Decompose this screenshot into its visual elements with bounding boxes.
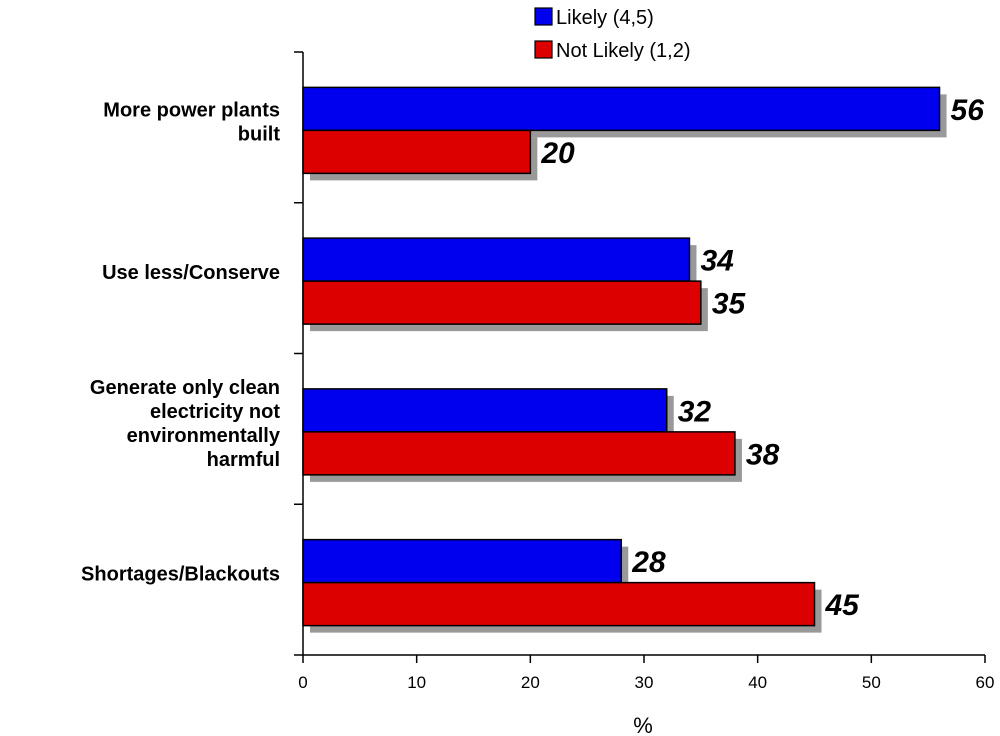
bar-not-likely xyxy=(302,129,532,175)
bar-likely xyxy=(302,237,691,282)
category-label: Use less/Conserve xyxy=(102,262,280,284)
data-label: 35 xyxy=(712,288,747,321)
bar-not-likely xyxy=(302,431,736,476)
x-tick-label: 20 xyxy=(521,673,540,692)
category-label: Shortages/Blackouts xyxy=(81,564,280,586)
legend-entry: Not Likely (1,2) xyxy=(556,40,691,62)
bars: 56 20 34 35 32 38 28 45 xyxy=(302,86,985,633)
x-tick-label: 40 xyxy=(748,673,767,692)
bar-not-likely xyxy=(302,280,702,325)
legend-swatch xyxy=(534,40,553,59)
bar-likely xyxy=(302,538,623,584)
data-label: 38 xyxy=(746,438,780,471)
data-label: 56 xyxy=(951,94,985,127)
category-label: Generate only clean electricity not enviro… xyxy=(90,377,281,471)
x-tick-label: 60 xyxy=(976,673,995,692)
data-label: 20 xyxy=(540,137,575,170)
bar-likely xyxy=(302,388,668,433)
data-label: 28 xyxy=(631,546,666,579)
data-label: 45 xyxy=(825,589,861,622)
x-axis-label: % xyxy=(633,713,653,736)
data-label: 32 xyxy=(678,395,712,428)
x-tick-label: 0 xyxy=(298,673,307,692)
x-tick-label: 30 xyxy=(635,673,654,692)
x-tick-label: 10 xyxy=(407,673,426,692)
axes: 0 10 20 30 40 50 60 xyxy=(294,51,995,692)
bar-not-likely xyxy=(302,581,816,627)
category-label: More power plants built xyxy=(103,99,280,145)
x-tick-label: 50 xyxy=(862,673,881,692)
legend-entry: Likely (4,5) xyxy=(556,7,654,29)
bar-likely xyxy=(302,86,941,132)
legend-swatch xyxy=(534,7,553,26)
category-labels: More power plants built Use less/Conserve G… xyxy=(81,99,281,585)
legend: Likely (4,5) Not Likely (1,2) xyxy=(534,7,691,62)
data-label: 34 xyxy=(700,245,734,278)
